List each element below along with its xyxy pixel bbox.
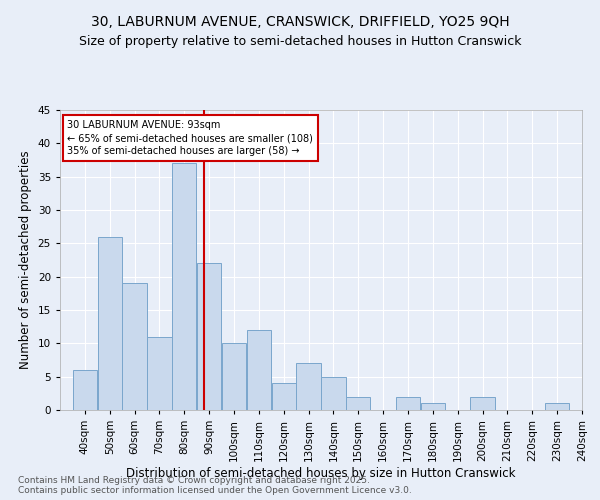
Bar bbox=[321, 376, 346, 410]
Bar bbox=[396, 396, 420, 410]
Y-axis label: Number of semi-detached properties: Number of semi-detached properties bbox=[19, 150, 32, 370]
Bar bbox=[98, 236, 122, 410]
Bar bbox=[296, 364, 321, 410]
X-axis label: Distribution of semi-detached houses by size in Hutton Cranswick: Distribution of semi-detached houses by … bbox=[126, 466, 516, 479]
Bar bbox=[346, 396, 370, 410]
Text: Size of property relative to semi-detached houses in Hutton Cranswick: Size of property relative to semi-detach… bbox=[79, 35, 521, 48]
Text: 30 LABURNUM AVENUE: 93sqm
← 65% of semi-detached houses are smaller (108)
35% of: 30 LABURNUM AVENUE: 93sqm ← 65% of semi-… bbox=[67, 120, 313, 156]
Bar bbox=[545, 404, 569, 410]
Bar bbox=[172, 164, 196, 410]
Bar bbox=[73, 370, 97, 410]
Bar bbox=[147, 336, 172, 410]
Bar bbox=[197, 264, 221, 410]
Bar bbox=[122, 284, 147, 410]
Text: 30, LABURNUM AVENUE, CRANSWICK, DRIFFIELD, YO25 9QH: 30, LABURNUM AVENUE, CRANSWICK, DRIFFIEL… bbox=[91, 15, 509, 29]
Bar bbox=[247, 330, 271, 410]
Bar bbox=[421, 404, 445, 410]
Bar bbox=[272, 384, 296, 410]
Text: Contains HM Land Registry data © Crown copyright and database right 2025.
Contai: Contains HM Land Registry data © Crown c… bbox=[18, 476, 412, 495]
Bar bbox=[470, 396, 495, 410]
Bar bbox=[222, 344, 246, 410]
